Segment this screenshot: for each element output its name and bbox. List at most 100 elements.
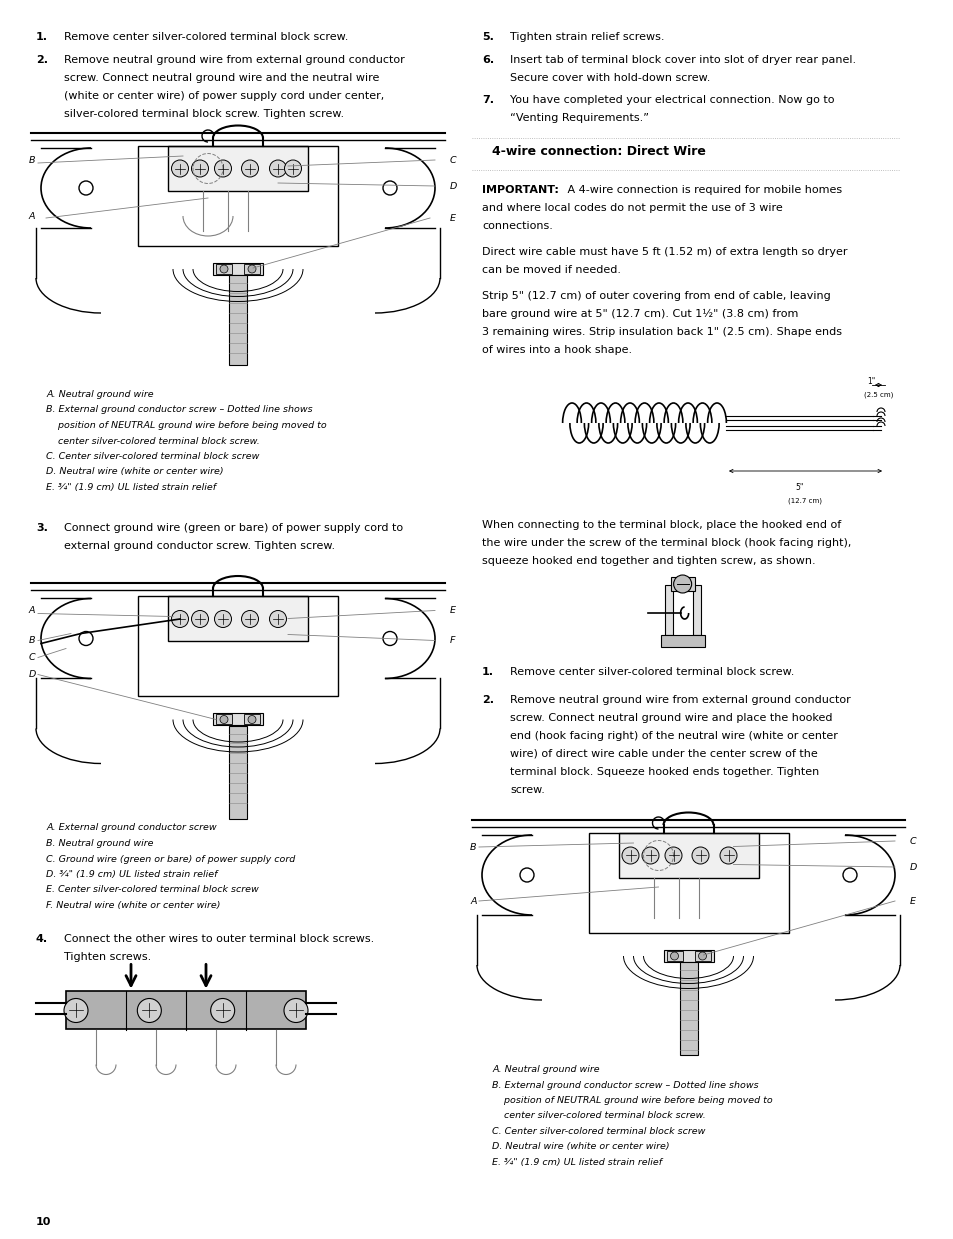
Text: B: B xyxy=(29,156,35,165)
Circle shape xyxy=(248,715,255,724)
Circle shape xyxy=(220,265,228,273)
Circle shape xyxy=(664,847,681,864)
Circle shape xyxy=(519,869,534,882)
Circle shape xyxy=(842,869,856,882)
Bar xyxy=(138,146,337,247)
Text: 5.: 5. xyxy=(481,32,494,42)
Circle shape xyxy=(211,999,234,1022)
Bar xyxy=(66,991,306,1030)
Circle shape xyxy=(641,847,659,864)
Bar xyxy=(664,585,672,636)
Circle shape xyxy=(241,160,258,177)
Circle shape xyxy=(269,160,286,177)
Text: B. External ground conductor screw – Dotted line shows: B. External ground conductor screw – Dot… xyxy=(492,1080,758,1089)
Text: Connect ground wire (green or bare) of power supply cord to: Connect ground wire (green or bare) of p… xyxy=(64,524,403,534)
Text: Direct wire cable must have 5 ft (1.52 m) of extra length so dryer: Direct wire cable must have 5 ft (1.52 m… xyxy=(481,247,846,256)
Text: 2.: 2. xyxy=(481,695,494,705)
Text: D. Neutral wire (white or center wire): D. Neutral wire (white or center wire) xyxy=(492,1142,669,1151)
Text: 6.: 6. xyxy=(481,55,494,64)
Circle shape xyxy=(673,575,691,593)
Text: 10: 10 xyxy=(36,1217,51,1227)
Circle shape xyxy=(284,160,301,177)
Text: screw. Connect neutral ground wire and the neutral wire: screw. Connect neutral ground wire and t… xyxy=(64,73,379,83)
Text: When connecting to the terminal block, place the hooked end of: When connecting to the terminal block, p… xyxy=(481,520,841,530)
Circle shape xyxy=(241,611,258,627)
Bar xyxy=(659,636,704,647)
Text: Remove center silver-colored terminal block screw.: Remove center silver-colored terminal bl… xyxy=(510,667,794,676)
Text: position of NEUTRAL ground wire before being moved to: position of NEUTRAL ground wire before b… xyxy=(492,1097,772,1105)
Circle shape xyxy=(214,160,232,177)
Circle shape xyxy=(220,715,228,724)
Text: terminal block. Squeeze hooked ends together. Tighten: terminal block. Squeeze hooked ends toge… xyxy=(510,767,819,777)
Circle shape xyxy=(64,999,88,1022)
Circle shape xyxy=(670,952,678,960)
Text: 3.: 3. xyxy=(36,524,48,534)
Bar xyxy=(662,950,713,961)
Text: A: A xyxy=(470,897,476,906)
Circle shape xyxy=(214,611,232,627)
Text: external ground conductor screw. Tighten screw.: external ground conductor screw. Tighten… xyxy=(64,541,335,551)
Circle shape xyxy=(269,611,286,627)
Bar xyxy=(692,585,700,636)
Text: 3 remaining wires. Strip insulation back 1" (2.5 cm). Shape ends: 3 remaining wires. Strip insulation back… xyxy=(481,327,841,337)
Bar xyxy=(229,726,247,819)
Circle shape xyxy=(382,632,396,646)
Text: screw. Connect neutral ground wire and place the hooked: screw. Connect neutral ground wire and p… xyxy=(510,712,832,724)
Text: E. Center silver-colored terminal block screw: E. Center silver-colored terminal block … xyxy=(46,886,258,895)
Text: 7.: 7. xyxy=(481,95,494,105)
Bar xyxy=(215,264,232,274)
Circle shape xyxy=(79,632,92,646)
Text: 1.: 1. xyxy=(36,32,48,42)
Text: B: B xyxy=(470,843,476,852)
Text: A 4-wire connection is required for mobile homes: A 4-wire connection is required for mobi… xyxy=(563,185,841,195)
Text: Remove neutral ground wire from external ground conductor: Remove neutral ground wire from external… xyxy=(64,55,404,64)
Text: A. External ground conductor screw: A. External ground conductor screw xyxy=(46,824,216,833)
Bar xyxy=(215,715,232,725)
Text: (white or center wire) of power supply cord under center,: (white or center wire) of power supply c… xyxy=(64,90,384,102)
Text: E: E xyxy=(450,607,456,616)
Text: Insert tab of terminal block cover into slot of dryer rear panel.: Insert tab of terminal block cover into … xyxy=(510,55,855,64)
Text: end (hook facing right) of the neutral wire (white or center: end (hook facing right) of the neutral w… xyxy=(510,731,837,741)
Circle shape xyxy=(248,265,255,273)
Text: 2.: 2. xyxy=(36,55,48,64)
Circle shape xyxy=(720,847,737,864)
Circle shape xyxy=(79,181,92,195)
Circle shape xyxy=(172,611,189,627)
Text: Connect the other wires to outer terminal block screws.: Connect the other wires to outer termina… xyxy=(64,934,374,944)
Text: D: D xyxy=(450,182,456,191)
Text: E. ¾" (1.9 cm) UL listed strain relief: E. ¾" (1.9 cm) UL listed strain relief xyxy=(46,483,216,492)
Circle shape xyxy=(137,999,161,1022)
Text: can be moved if needed.: can be moved if needed. xyxy=(481,265,620,275)
Text: D: D xyxy=(29,670,36,679)
Text: F: F xyxy=(450,637,455,646)
Text: A. Neutral ground wire: A. Neutral ground wire xyxy=(492,1066,599,1074)
Text: center silver-colored terminal block screw.: center silver-colored terminal block scr… xyxy=(46,436,259,446)
Bar xyxy=(694,952,710,961)
Circle shape xyxy=(691,847,708,864)
Text: You have completed your electrical connection. Now go to: You have completed your electrical conne… xyxy=(510,95,834,105)
Text: E: E xyxy=(909,897,915,906)
Bar xyxy=(670,577,694,591)
Text: Secure cover with hold-down screw.: Secure cover with hold-down screw. xyxy=(510,73,710,83)
Text: wire) of direct wire cable under the center screw of the: wire) of direct wire cable under the cen… xyxy=(510,750,817,760)
Text: 4.: 4. xyxy=(36,934,48,944)
Text: Remove neutral ground wire from external ground conductor: Remove neutral ground wire from external… xyxy=(510,695,850,705)
Circle shape xyxy=(382,181,396,195)
Circle shape xyxy=(698,952,706,960)
Text: D. Neutral wire (white or center wire): D. Neutral wire (white or center wire) xyxy=(46,467,223,477)
Text: C. Ground wire (green or bare) of power supply cord: C. Ground wire (green or bare) of power … xyxy=(46,855,294,864)
Text: F. Neutral wire (white or center wire): F. Neutral wire (white or center wire) xyxy=(46,901,220,909)
Bar xyxy=(679,961,697,1054)
Text: 1.: 1. xyxy=(481,667,494,676)
Circle shape xyxy=(192,160,209,177)
Text: screw.: screw. xyxy=(510,786,544,795)
Text: C: C xyxy=(909,838,916,846)
Text: B. Neutral ground wire: B. Neutral ground wire xyxy=(46,839,153,847)
Text: of wires into a hook shape.: of wires into a hook shape. xyxy=(481,344,632,356)
Text: Tighten strain relief screws.: Tighten strain relief screws. xyxy=(510,32,664,42)
Text: E. ¾" (1.9 cm) UL listed strain relief: E. ¾" (1.9 cm) UL listed strain relief xyxy=(492,1158,661,1167)
Text: IMPORTANT:: IMPORTANT: xyxy=(481,185,558,195)
Bar xyxy=(244,264,260,274)
Bar xyxy=(666,952,681,961)
Text: (2.5 cm): (2.5 cm) xyxy=(863,392,892,398)
